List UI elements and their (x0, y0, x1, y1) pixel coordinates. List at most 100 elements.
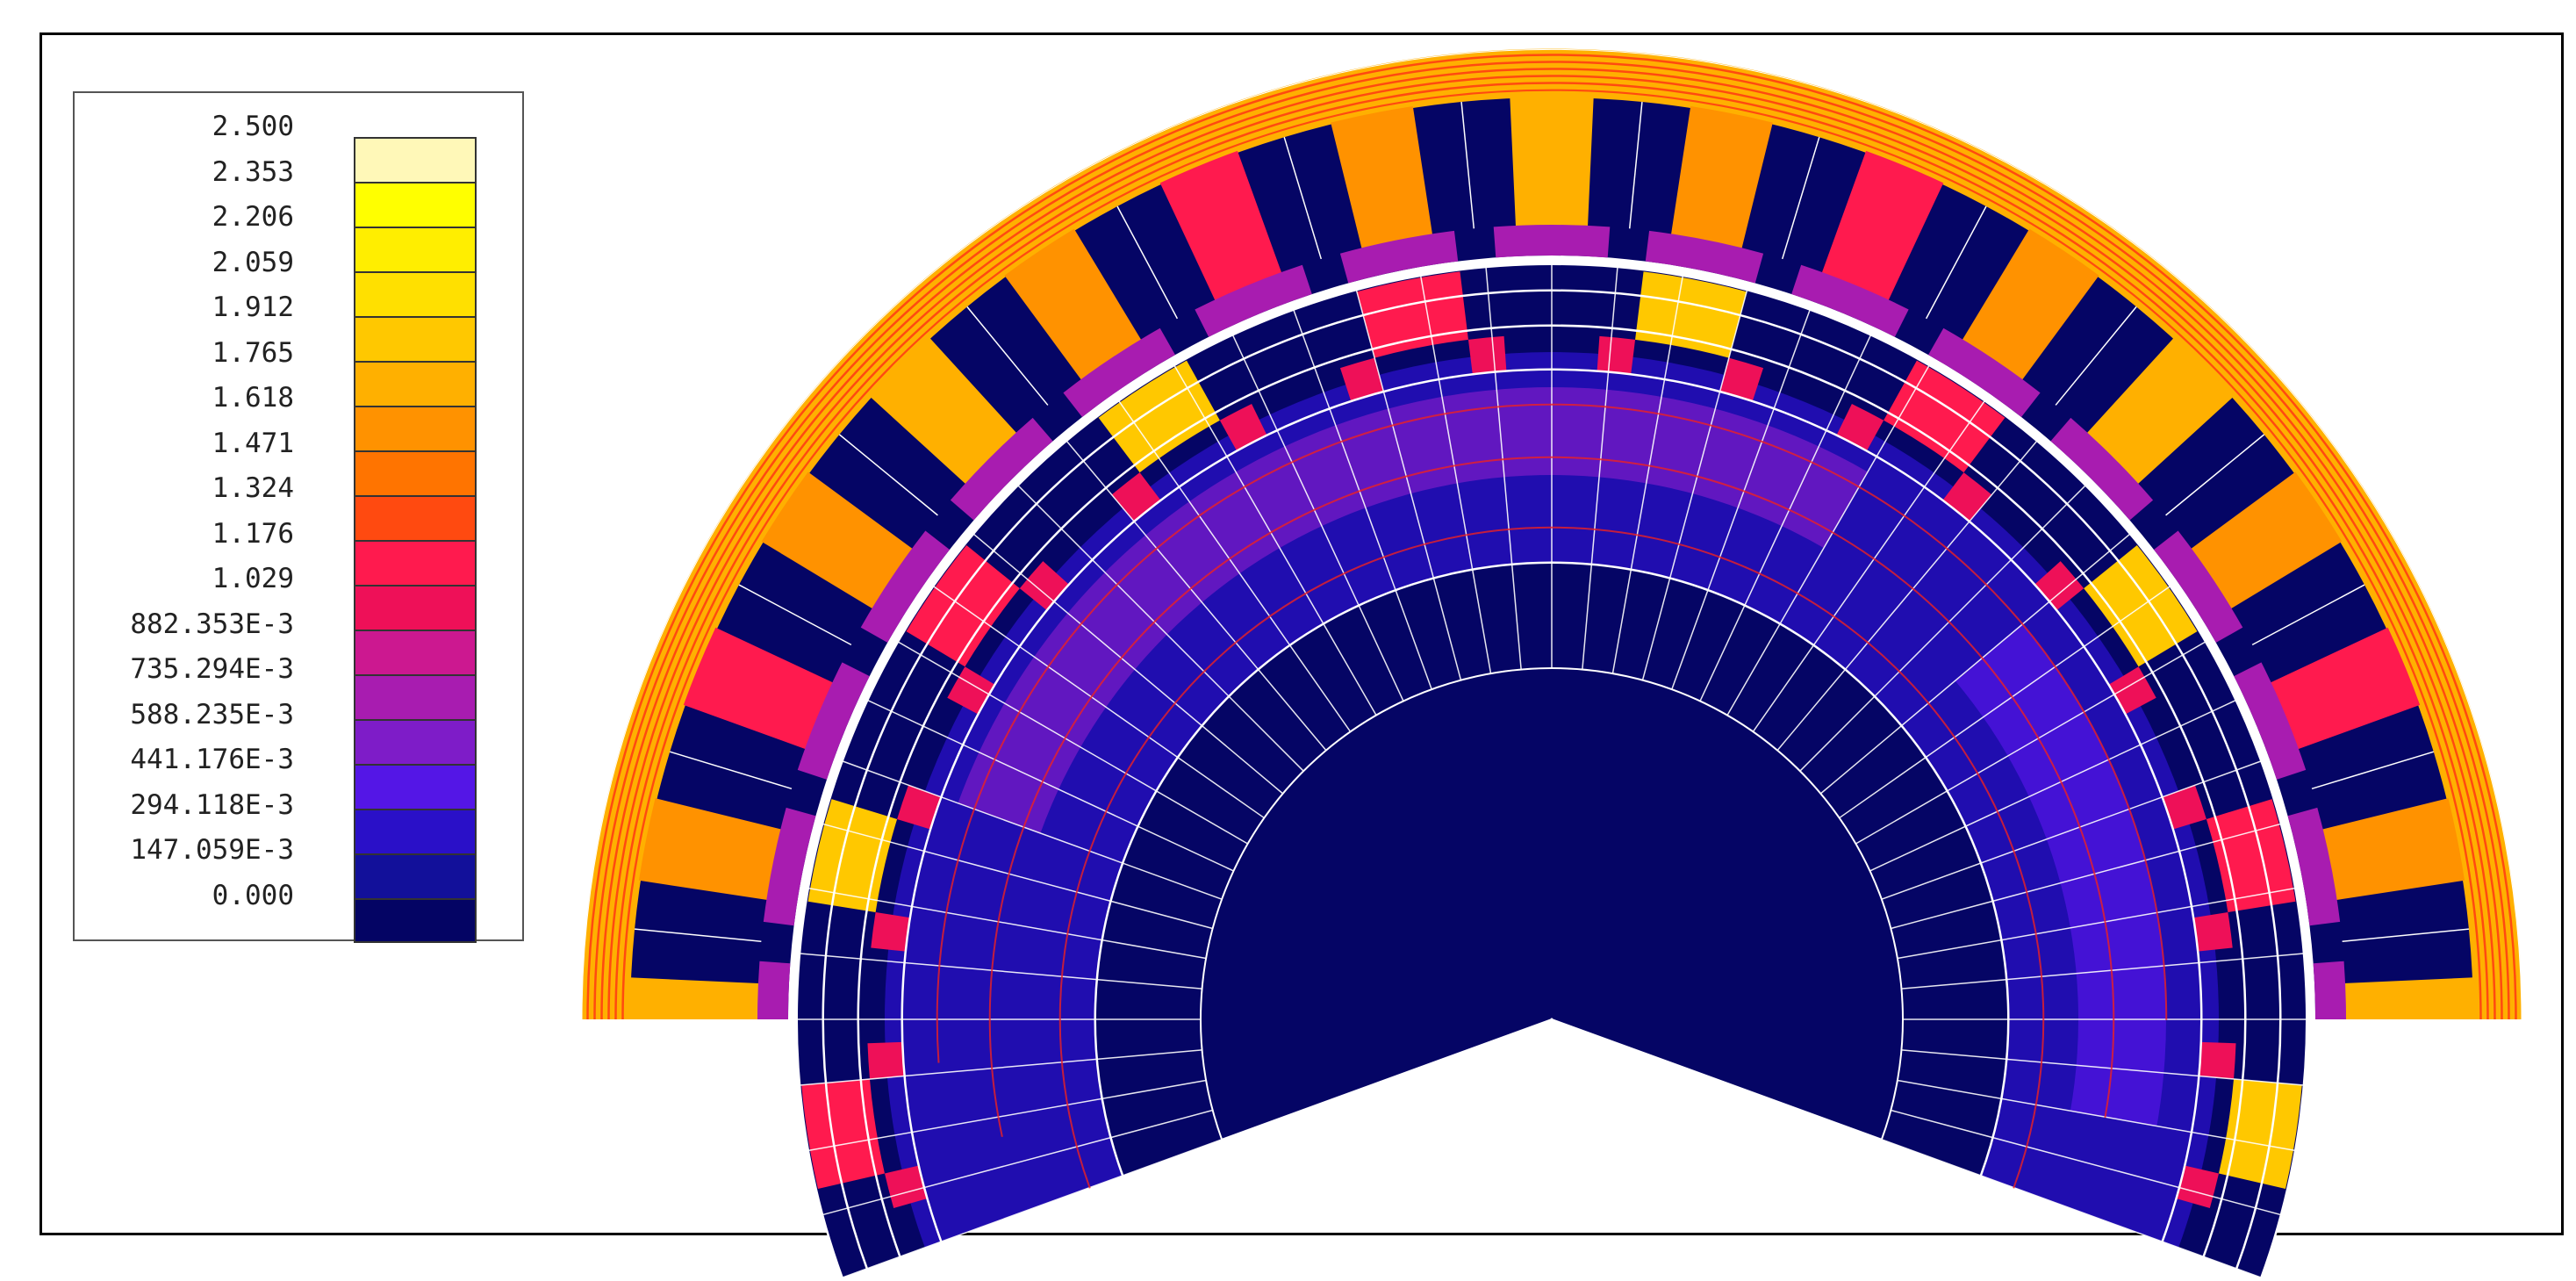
stator-tooth (628, 977, 780, 1019)
mesh-line (1116, 205, 1179, 320)
legend-label: 294.118E-3 (130, 788, 294, 821)
rotor-magnet-edge (2108, 666, 2156, 715)
stator-tooth (761, 471, 930, 620)
stator-tooth-tip (2287, 807, 2341, 926)
flux-contour (1058, 526, 2045, 1189)
legend-swatch (354, 764, 477, 809)
legend-swatch (354, 630, 477, 674)
rotor-magnet (1356, 271, 1468, 358)
rotor-magnet-edge (947, 666, 995, 715)
legend-swatch (354, 495, 477, 540)
legend-label: 882.353E-3 (130, 608, 294, 640)
rotor-magnet-edge (867, 1041, 905, 1079)
mesh-line (669, 751, 793, 790)
legend-swatch (354, 719, 477, 764)
mesh-line (2165, 434, 2265, 516)
mesh-line (800, 953, 1202, 990)
mesh-line (1891, 1109, 2281, 1216)
rotor (795, 263, 2308, 1279)
mesh-line (1925, 205, 1987, 320)
legend-label: 2.059 (212, 246, 294, 278)
colorbar-legend: 2.500 2.353 2.206 2.059 1.912 1.765 1.618 1.471… (73, 91, 524, 943)
legend-swatch (354, 361, 477, 406)
stator (580, 47, 2523, 1019)
mesh-line (1881, 1139, 2262, 1278)
stator-tooth-tip (757, 961, 791, 1019)
legend-label: 147.059E-3 (130, 834, 294, 866)
mesh-line (738, 584, 852, 646)
stator-tooth-tip (1195, 264, 1312, 337)
mesh-line (1173, 364, 1377, 716)
legend-swatch (354, 809, 477, 853)
legend-swatch (354, 450, 477, 495)
mesh-line (867, 699, 1234, 872)
mesh-line (1776, 440, 2038, 752)
mesh-line (1855, 641, 2206, 845)
mesh-line (822, 1109, 1213, 1216)
mesh-line (2055, 306, 2137, 406)
mesh-line (2342, 928, 2470, 943)
mesh-line (1283, 136, 1323, 260)
mesh-line (1582, 267, 1618, 670)
mesh-line (634, 928, 762, 943)
mesh-line (1901, 953, 2304, 990)
stator-tooth (2323, 977, 2476, 1019)
stator-tooth-tip (1645, 230, 1764, 284)
rotor-magnet (1884, 360, 2006, 473)
legend-label: 1.176 (212, 517, 294, 550)
flux-line (614, 82, 2489, 1019)
mesh-line (1460, 101, 1475, 229)
mesh-line (933, 586, 1265, 819)
mesh-line (1799, 485, 2086, 772)
mesh-ring (822, 289, 2282, 1270)
stator-tooth-tip (2234, 662, 2307, 780)
mesh-line (1881, 760, 2262, 900)
mesh-ring (1094, 561, 2010, 1177)
mesh-line (1897, 1079, 2296, 1152)
stator-tooth-tip (763, 807, 816, 926)
rotor-magnet (807, 799, 898, 912)
legend-label: 441.176E-3 (130, 744, 294, 775)
stator-tooth-tip (1928, 327, 2041, 417)
rotor-magnet (906, 545, 1020, 667)
mesh-line (1901, 1049, 2304, 1086)
flux-line (586, 54, 2517, 1019)
legend-label: 1.765 (212, 336, 294, 369)
rotor-magnet (1635, 271, 1747, 358)
mesh-ring (857, 324, 2247, 1258)
stator-tooth (1004, 228, 1152, 398)
legend-label: 2.206 (212, 201, 294, 233)
rotor-field (958, 386, 1868, 833)
stator-tooth-tip (2313, 961, 2347, 1019)
stator-tooth-tip (950, 417, 1053, 521)
mesh-line (1485, 267, 1522, 670)
legend-swatch (354, 406, 477, 450)
rotor-magnet-edge (2192, 911, 2233, 952)
rotor-magnet-edge (884, 1165, 928, 1208)
legend-label: 1.912 (212, 291, 294, 323)
rotor-magnet-edge (871, 911, 911, 952)
rotor-magnet-edge (1467, 335, 1507, 375)
mesh-line (1641, 290, 1748, 680)
stator-tooth (683, 627, 853, 757)
legend-label: 1.618 (212, 382, 294, 414)
flux-line (607, 75, 2496, 1019)
shaft-disc (1200, 667, 1904, 1141)
stator-tooth-tip (797, 662, 870, 780)
flux-line (600, 68, 2503, 1019)
stator-tooth-tip (1493, 224, 1611, 258)
mesh-line (1118, 400, 1352, 732)
flux-contour (988, 456, 2115, 1138)
flux-contour (936, 403, 2168, 1063)
mesh-line (1839, 586, 2171, 819)
stator-outline (580, 47, 2523, 1019)
stator-tooth-tip (2050, 417, 2154, 521)
legend-label: 1.471 (212, 427, 294, 459)
rotor-body (795, 263, 2308, 1279)
legend-swatch (354, 585, 477, 630)
mesh-line (1869, 699, 2236, 872)
legend-swatch (354, 674, 477, 719)
legend-label: 735.294E-3 (130, 653, 294, 685)
mesh-line (1897, 887, 2296, 960)
stator-tooth (1668, 105, 1773, 270)
